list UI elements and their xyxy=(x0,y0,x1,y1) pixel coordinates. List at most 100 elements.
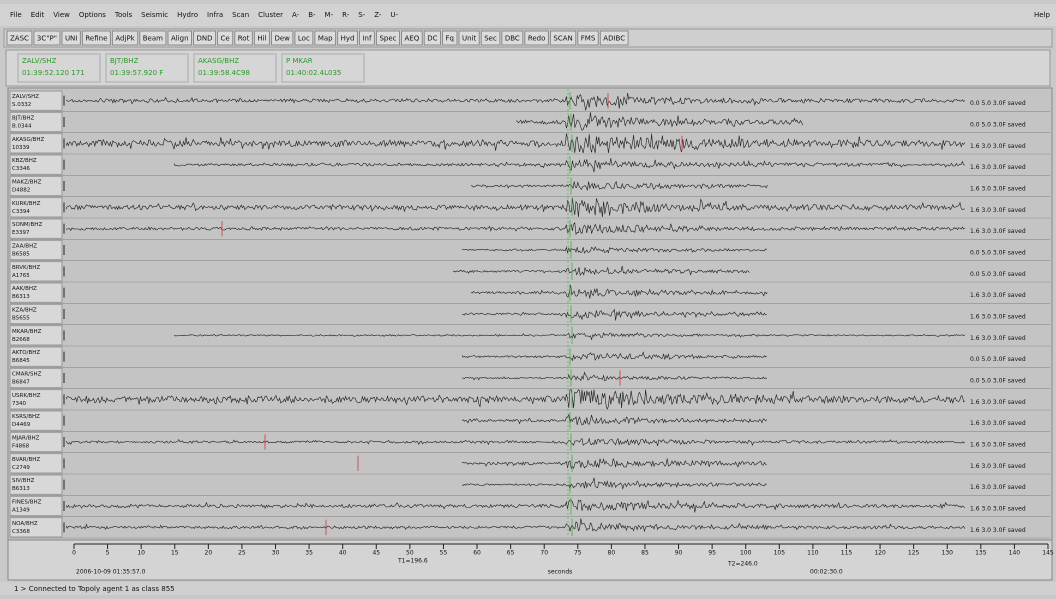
station-label-box[interactable] xyxy=(9,367,63,389)
station-label-box[interactable] xyxy=(9,111,63,133)
menu-item[interactable]: Scan xyxy=(232,11,249,19)
station-label-box[interactable] xyxy=(9,495,63,517)
toolbar-button[interactable] xyxy=(375,30,400,46)
menu-item[interactable]: Seismic xyxy=(141,11,168,19)
toolbar-button[interactable] xyxy=(599,30,629,46)
menu-item[interactable]: S- xyxy=(358,11,365,19)
toolbar-button[interactable] xyxy=(501,30,524,46)
station-label-box[interactable] xyxy=(9,517,63,538)
station-label-box[interactable] xyxy=(9,389,63,410)
menu-item[interactable]: Infra xyxy=(207,11,223,19)
tick-label: 25 xyxy=(238,550,246,557)
arrival-panel xyxy=(5,49,1051,87)
toolbar-button[interactable] xyxy=(253,30,270,46)
station-label-box[interactable] xyxy=(9,175,63,197)
toolbar-button[interactable] xyxy=(423,30,441,46)
toolbar-button[interactable] xyxy=(314,30,337,46)
menu-item[interactable]: R- xyxy=(342,11,350,19)
toolbar-button[interactable] xyxy=(61,30,81,46)
toolbar-button[interactable] xyxy=(294,30,314,46)
station-label-box[interactable] xyxy=(9,218,63,239)
waveform xyxy=(65,499,966,513)
arrival-time: 01:39:52.120 171 xyxy=(22,69,85,77)
toolbar-button[interactable] xyxy=(442,30,458,46)
waveform xyxy=(173,158,965,173)
station-channel: B6313 xyxy=(12,486,30,492)
station-label-box[interactable] xyxy=(9,154,63,175)
tick-label: 140 xyxy=(1009,550,1021,557)
station-name: KSRS/BHZ xyxy=(12,414,40,420)
waveform xyxy=(65,222,966,236)
arrival-box xyxy=(17,53,101,83)
menu-item[interactable]: File xyxy=(10,11,22,19)
waveform xyxy=(515,112,804,131)
toolbar-button[interactable] xyxy=(139,30,167,46)
toolbar-button[interactable] xyxy=(234,30,253,46)
toolbar-button[interactable] xyxy=(270,30,294,46)
station-label-box[interactable] xyxy=(9,133,63,154)
toolbar-button[interactable] xyxy=(577,30,599,46)
waveform xyxy=(461,414,768,426)
menu-item[interactable]: U- xyxy=(390,11,398,19)
toolbar-button[interactable] xyxy=(193,30,217,46)
station-label-box[interactable] xyxy=(9,303,63,325)
station-label-box[interactable] xyxy=(9,453,63,474)
tick-label: 95 xyxy=(708,550,716,557)
station-label-box[interactable] xyxy=(9,261,63,282)
toolbar-button[interactable] xyxy=(524,30,549,46)
toolbar-button[interactable] xyxy=(167,30,193,46)
toolbar-button[interactable] xyxy=(81,30,111,46)
toolbar-button[interactable] xyxy=(217,30,234,46)
waveform xyxy=(65,437,965,447)
station-label-box[interactable] xyxy=(9,325,63,346)
station-label-box[interactable] xyxy=(9,474,63,495)
station-label-box[interactable] xyxy=(9,197,63,218)
station-name: FINES/BHZ xyxy=(12,500,42,506)
station-channel: C3346 xyxy=(12,166,30,172)
arrival-name: BJT/BHZ xyxy=(110,57,139,65)
axis-label: seconds xyxy=(548,569,573,576)
status-text: 1 > Connected to Topoly agent 1 as class… xyxy=(14,585,175,593)
toolbar-label: SCAN xyxy=(553,35,572,43)
menu-item[interactable]: View xyxy=(53,11,70,19)
tick-label: 80 xyxy=(608,550,616,557)
waveform xyxy=(461,477,767,490)
toolbar-button[interactable] xyxy=(337,30,358,46)
station-label-box[interactable] xyxy=(9,410,63,431)
menu-item[interactable]: A- xyxy=(292,11,300,19)
axis-end: 00:02:30.0 xyxy=(810,569,843,576)
toolbar-button[interactable] xyxy=(358,30,375,46)
toolbar-button[interactable] xyxy=(549,30,577,46)
toolbar-button[interactable] xyxy=(33,30,61,46)
menu-item[interactable]: Z- xyxy=(374,11,382,19)
menu-item[interactable]: B- xyxy=(308,11,316,19)
station-label-box[interactable] xyxy=(9,90,63,111)
station-name: BVAR/BHZ xyxy=(12,457,40,463)
toolbar-button[interactable] xyxy=(111,30,139,46)
station-name: NOA/BHZ xyxy=(12,521,38,527)
menu-item[interactable]: Options xyxy=(79,11,106,19)
toolbar-button[interactable] xyxy=(458,30,480,46)
menu-item[interactable]: Cluster xyxy=(258,11,283,19)
station-label-box[interactable] xyxy=(9,239,63,261)
tick-label: 45 xyxy=(372,550,380,557)
station-channel: B6313 xyxy=(12,294,30,300)
menu-item[interactable]: M- xyxy=(325,11,334,19)
station-label-box[interactable] xyxy=(9,346,63,367)
toolbar-button[interactable] xyxy=(6,30,33,46)
toolbar-button[interactable] xyxy=(480,30,501,46)
menu-item[interactable]: Tools xyxy=(114,11,133,19)
tick-label: 110 xyxy=(807,550,819,557)
station-channel: 10339 xyxy=(12,145,30,151)
toolbar-button[interactable] xyxy=(400,30,423,46)
menu-item[interactable]: Edit xyxy=(31,11,45,19)
station-name: KBZ/BHZ xyxy=(12,158,37,164)
help-menu[interactable]: Help xyxy=(1034,11,1051,19)
station-label-box[interactable] xyxy=(9,282,63,303)
station-name: MKAR/BHZ xyxy=(12,329,42,335)
station-label-box[interactable] xyxy=(9,431,63,453)
menu-item[interactable]: Hydro xyxy=(177,11,198,19)
trace-info: 0.0 5.0 3.0F saved xyxy=(970,122,1026,129)
toolbar-label: Align xyxy=(171,35,189,43)
